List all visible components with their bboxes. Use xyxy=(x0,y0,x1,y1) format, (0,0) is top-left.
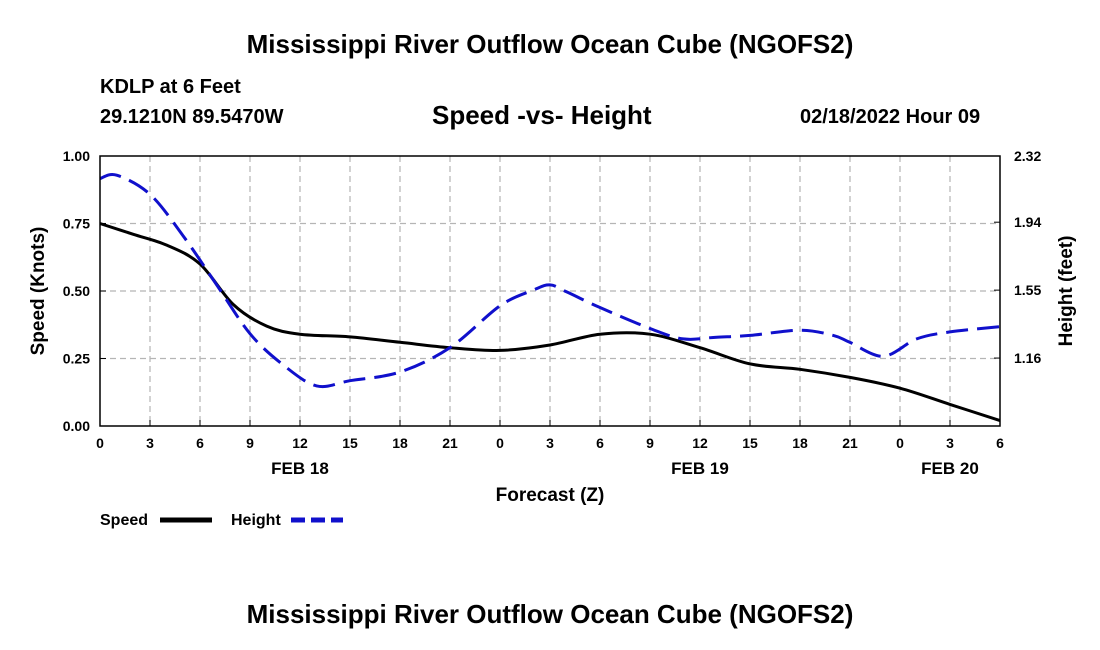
y2-axis-title: Height (feet) xyxy=(1056,236,1077,347)
y-tick-label: 0.25 xyxy=(63,351,90,367)
x-tick-label: 15 xyxy=(742,435,758,451)
x-axis-title: Forecast (Z) xyxy=(496,485,605,506)
x-tick-label: 6 xyxy=(596,435,604,451)
x-tick-label: 15 xyxy=(342,435,358,451)
x-tick-label: 6 xyxy=(996,435,1004,451)
y2-tick-label: 1.55 xyxy=(1014,282,1041,298)
x-tick-label: 18 xyxy=(392,435,408,451)
forecast-datetime: 02/18/2022 Hour 09 xyxy=(800,106,981,128)
legend-speed-label: Speed xyxy=(100,512,148,529)
x-tick-label: 21 xyxy=(442,435,458,451)
y-tick-label: 1.00 xyxy=(63,148,90,164)
main-title: Mississippi River Outflow Ocean Cube (NG… xyxy=(246,29,854,59)
tick-layer: 0 3 6 9 12 15 18 21 0 3 6 9 12 15 18 21 0 3 6 0.00 0.25 0.50 0… xyxy=(63,148,1042,478)
x-tick-label: 3 xyxy=(546,435,554,451)
x-tick-label: 6 xyxy=(196,435,204,451)
y-tick-label: 0.00 xyxy=(63,418,90,434)
legend-height-label: Height xyxy=(231,512,281,529)
x-tick-label: 0 xyxy=(496,435,504,451)
grid-layer xyxy=(100,155,1000,426)
y2-tick-label: 1.16 xyxy=(1014,350,1041,366)
series-layer xyxy=(99,173,1001,423)
station-coordinates: 29.1210N 89.5470W xyxy=(100,106,284,128)
station-label: KDLP at 6 Feet xyxy=(100,76,241,98)
legend: Speed Height xyxy=(100,512,343,529)
x-tick-label: 0 xyxy=(96,435,104,451)
x-tick-label: 12 xyxy=(692,435,708,451)
y-tick-label: 0.75 xyxy=(63,216,90,232)
height-series-line xyxy=(99,173,1001,389)
chart-subtitle: Speed -vs- Height xyxy=(432,100,652,130)
x-tick-label: 21 xyxy=(842,435,858,451)
x-tick-label: 18 xyxy=(792,435,808,451)
date-label: FEB 18 xyxy=(271,459,329,478)
y-tick-label: 0.50 xyxy=(63,283,90,299)
x-tick-label: 9 xyxy=(246,435,254,451)
repeat-title: Mississippi River Outflow Ocean Cube (NG… xyxy=(246,599,854,629)
y2-tick-label: 1.94 xyxy=(1014,214,1041,230)
x-tick-label: 9 xyxy=(646,435,654,451)
x-tick-label: 3 xyxy=(146,435,154,451)
x-tick-label: 12 xyxy=(292,435,308,451)
date-label: FEB 20 xyxy=(921,459,979,478)
x-tick-label: 0 xyxy=(896,435,904,451)
y-axis-title: Speed (Knots) xyxy=(28,227,49,356)
x-tick-label: 3 xyxy=(946,435,954,451)
date-label: FEB 19 xyxy=(671,459,729,478)
y2-tick-label: 2.32 xyxy=(1014,148,1041,164)
